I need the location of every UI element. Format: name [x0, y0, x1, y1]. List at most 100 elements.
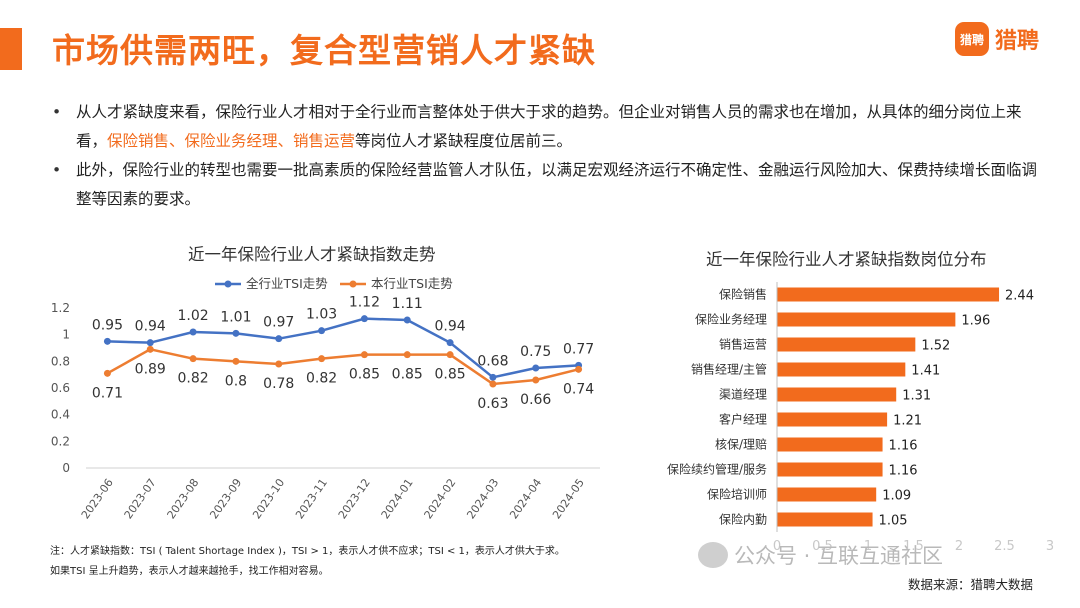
- logo-text: 猎聘: [995, 29, 1040, 54]
- bar: [777, 287, 1000, 302]
- data-point: [446, 351, 454, 359]
- data-point: [318, 327, 326, 335]
- data-label: 0.77: [563, 341, 594, 357]
- bar: [777, 312, 956, 327]
- bar-category-label: 客户经理: [719, 412, 767, 427]
- logo-badge-icon: 猎聘: [955, 22, 989, 56]
- data-label: 0.63: [477, 396, 508, 412]
- data-label: 0.94: [434, 319, 465, 335]
- wechat-icon: [698, 542, 728, 568]
- data-point: [403, 351, 411, 359]
- data-point: [103, 369, 111, 377]
- watermark-text: 公众号 · 互联互通社区: [734, 544, 944, 568]
- x-tick-label: 2024-05: [550, 476, 587, 521]
- bar-category-label: 核保/理赔: [715, 437, 767, 452]
- bar-chart-title: 近一年保险行业人才紧缺指数岗位分布: [706, 250, 987, 269]
- data-point: [318, 355, 326, 363]
- data-label: 0.75: [520, 344, 551, 360]
- bar: [777, 512, 873, 527]
- bar-value-label: 1.52: [921, 339, 950, 354]
- footnote-line-1: 注：人才紧缺指数：TSI ( Talent Shortage Index )，T…: [50, 546, 565, 557]
- data-point: [489, 380, 497, 388]
- x-tick-label: 3: [1046, 539, 1054, 554]
- bar: [777, 387, 897, 402]
- data-label: 0.85: [434, 367, 465, 383]
- bar: [777, 337, 916, 352]
- data-point: [403, 316, 411, 324]
- data-point: [489, 373, 497, 381]
- legend-marker-1: [349, 280, 357, 288]
- x-tick-label: 2023-08: [165, 476, 202, 521]
- data-point: [446, 339, 454, 347]
- data-point: [189, 328, 197, 336]
- bar-category-label: 销售经理/主管: [691, 362, 767, 377]
- page-title: 市场供需两旺，复合型营销人才紧缺: [52, 31, 596, 70]
- bullet-list: 从人才紧缺度来看，保险行业人才相对于全行业而言整体处于供大于求的趋势。但企业对销…: [48, 98, 1048, 214]
- y-tick-label: 1.2: [51, 301, 70, 315]
- line-chart-title: 近一年保险行业人才紧缺指数走势: [188, 245, 436, 264]
- x-tick-label: 2024-03: [464, 476, 501, 521]
- data-point: [103, 337, 111, 345]
- line-chart: 0 0.2 0.4 0.6 0.8 1 1.2 2023-06 2023-07 2023-08 20…: [51, 276, 600, 521]
- x-tick-label: 2023-10: [250, 476, 287, 521]
- data-point: [532, 376, 540, 384]
- y-tick-label: 0.2: [51, 434, 70, 448]
- data-point: [146, 339, 154, 347]
- data-label: 0.82: [177, 371, 208, 387]
- bullet-item-1: 从人才紧缺度来看，保险行业人才相对于全行业而言整体处于供大于求的趋势。但企业对销…: [48, 98, 1048, 156]
- footnote-line-2: 如果TSI 呈上升趋势，表示人才越来越抢手，找工作相对容易。: [50, 566, 329, 577]
- x-tick-label: 2023-06: [79, 476, 116, 521]
- y-tick-label: 1: [62, 328, 70, 342]
- x-tick-label: 2024-04: [507, 476, 544, 521]
- data-label: 0.85: [392, 367, 423, 383]
- y-tick-label: 0.4: [51, 408, 70, 422]
- data-label: 0.8: [225, 373, 247, 389]
- data-label: 1.03: [306, 307, 337, 323]
- series-line-1: [106, 348, 579, 386]
- data-label: 0.66: [520, 392, 551, 408]
- x-tick-label: 2023-12: [336, 476, 373, 521]
- bar: [777, 462, 883, 477]
- y-tick-label: 0.8: [51, 354, 70, 368]
- data-point: [532, 364, 540, 372]
- bar-category-label: 保险业务经理: [695, 312, 767, 327]
- bar-category-label: 保险续约管理/服务: [667, 462, 767, 477]
- bar-category-label: 保险培训师: [707, 487, 767, 502]
- legend-marker-0: [224, 280, 232, 288]
- data-label: 0.74: [563, 381, 594, 397]
- data-point: [146, 345, 154, 353]
- y-tick-label: 0.6: [51, 381, 70, 395]
- x-tick-label: 2023-07: [122, 476, 159, 521]
- data-label: 1.12: [349, 295, 380, 311]
- bullet-1-highlight: 保险销售、保险业务经理、销售运营: [107, 132, 356, 150]
- data-point: [275, 360, 283, 368]
- data-point: [575, 365, 583, 373]
- bar-value-label: 1.16: [889, 439, 918, 454]
- data-label: 0.89: [135, 361, 166, 377]
- bullet-item-2: 此外，保险行业的转型也需要一批高素质的保险经营监管人才队伍，以满足宏观经济运行不…: [48, 156, 1048, 214]
- y-tick-label: 0: [62, 461, 70, 475]
- data-label: 0.85: [349, 367, 380, 383]
- x-tick-label: 2: [955, 539, 963, 554]
- data-label: 0.97: [263, 315, 294, 331]
- bar-value-label: 1.21: [893, 414, 922, 429]
- bar: [777, 437, 883, 452]
- x-tick-label: 2024-01: [379, 476, 416, 521]
- bar-category-label: 渠道经理: [719, 388, 767, 402]
- data-label: 0.95: [92, 317, 123, 333]
- bullet-1-text-b: 等岗位人才紧缺程度位居前三。: [355, 132, 573, 150]
- brand-logo: 猎聘 猎聘: [955, 22, 1039, 56]
- data-point: [275, 335, 283, 343]
- data-label: 0.78: [263, 376, 294, 392]
- bar: [777, 412, 888, 427]
- x-tick-label: 2024-02: [422, 476, 459, 521]
- data-label: 0.71: [92, 385, 123, 401]
- bar-category-label: 保险销售: [719, 287, 767, 302]
- bar-value-label: 2.44: [1005, 289, 1034, 304]
- data-point: [232, 329, 240, 337]
- data-label: 1.01: [220, 309, 251, 325]
- bullet-1-text-a: 从人才紧缺度来看，保险行业人才相对于全行业而言整体处于供大于求的趋势。但企业对销…: [76, 103, 1022, 150]
- data-source: 数据来源：猎聘大数据: [908, 577, 1034, 592]
- bar-value-label: 1.96: [961, 314, 990, 329]
